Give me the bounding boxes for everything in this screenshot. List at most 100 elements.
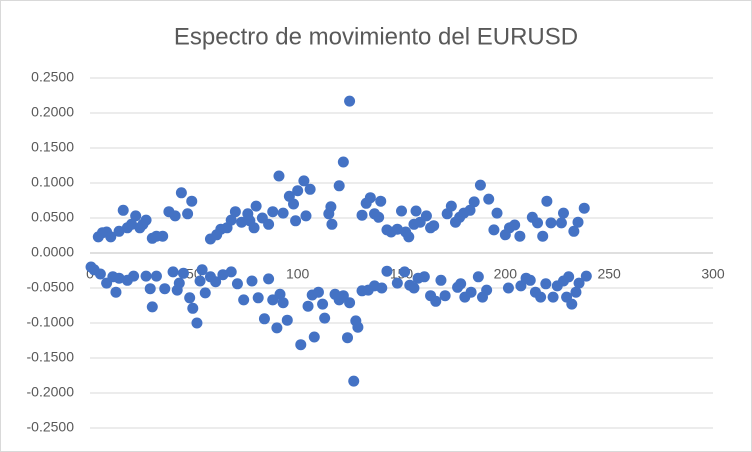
point [167,266,179,278]
point [231,278,243,290]
point [304,183,316,195]
point [381,265,393,277]
point [263,218,275,230]
point [182,208,194,220]
point [94,268,106,280]
point [514,230,526,242]
point [113,272,125,284]
point [468,196,480,208]
point [396,205,407,217]
point [337,156,349,168]
point [472,271,484,283]
point [246,275,258,287]
point [263,273,275,285]
point [292,185,304,197]
point [248,222,260,234]
point [186,195,198,207]
point [194,275,206,287]
point [196,264,208,276]
point [326,218,338,230]
point [344,297,356,309]
point [319,312,331,324]
point [110,286,122,298]
point [376,282,388,294]
point [532,217,544,229]
point [236,216,248,228]
point [308,331,320,343]
point [515,280,527,292]
point [375,195,387,207]
point [295,339,307,351]
point [217,269,229,281]
point [364,192,376,204]
point [173,277,185,289]
point [250,200,262,212]
point [258,313,270,325]
point [290,215,302,227]
y-tick-label: -0.2000 [27,384,75,400]
point [300,210,312,222]
point [157,230,169,242]
point [184,292,196,304]
point [144,283,156,295]
point [408,282,420,294]
point [342,332,354,344]
y-tick-label: 0.2500 [31,69,74,85]
point [435,274,447,286]
point [488,224,500,236]
point [430,295,442,307]
y-tick-label: 0.2000 [31,104,74,120]
point [298,175,310,187]
y-tick-label: -0.1000 [27,314,75,330]
point [420,210,432,222]
point [128,270,140,282]
point [545,217,557,229]
y-tick-label: 0.1500 [31,139,74,155]
point [312,286,324,298]
point [277,297,289,309]
y-tick-label: -0.2500 [27,419,75,435]
point [225,266,237,278]
point [175,187,187,199]
point [140,270,152,282]
point [317,298,329,310]
point [325,201,337,213]
x-tick-label: 0 [86,266,94,282]
y-tick-label: -0.1500 [27,349,75,365]
point [572,216,584,228]
chart-title: Espectro de movimiento del EURUSD [174,23,578,50]
point [481,284,493,296]
point [580,270,592,282]
point [113,225,125,237]
point [146,301,158,313]
point [210,276,222,288]
point [199,287,211,299]
point [570,286,582,298]
point [524,274,536,286]
point [439,290,451,302]
point [271,322,283,334]
point [159,283,171,295]
point [509,219,521,231]
point [557,207,569,219]
point [573,277,585,289]
y-tick-label: 0.0000 [31,244,74,260]
point [578,202,590,214]
point [302,300,314,312]
point [373,211,385,223]
point [491,207,503,219]
point [267,206,279,218]
point [288,198,300,210]
point [555,217,567,229]
point [225,214,237,226]
point [410,205,422,217]
point [352,321,364,333]
point [344,95,356,107]
point [418,271,430,283]
x-tick-label: 300 [701,266,725,282]
point [105,231,117,243]
point [563,271,575,283]
point [191,317,203,329]
